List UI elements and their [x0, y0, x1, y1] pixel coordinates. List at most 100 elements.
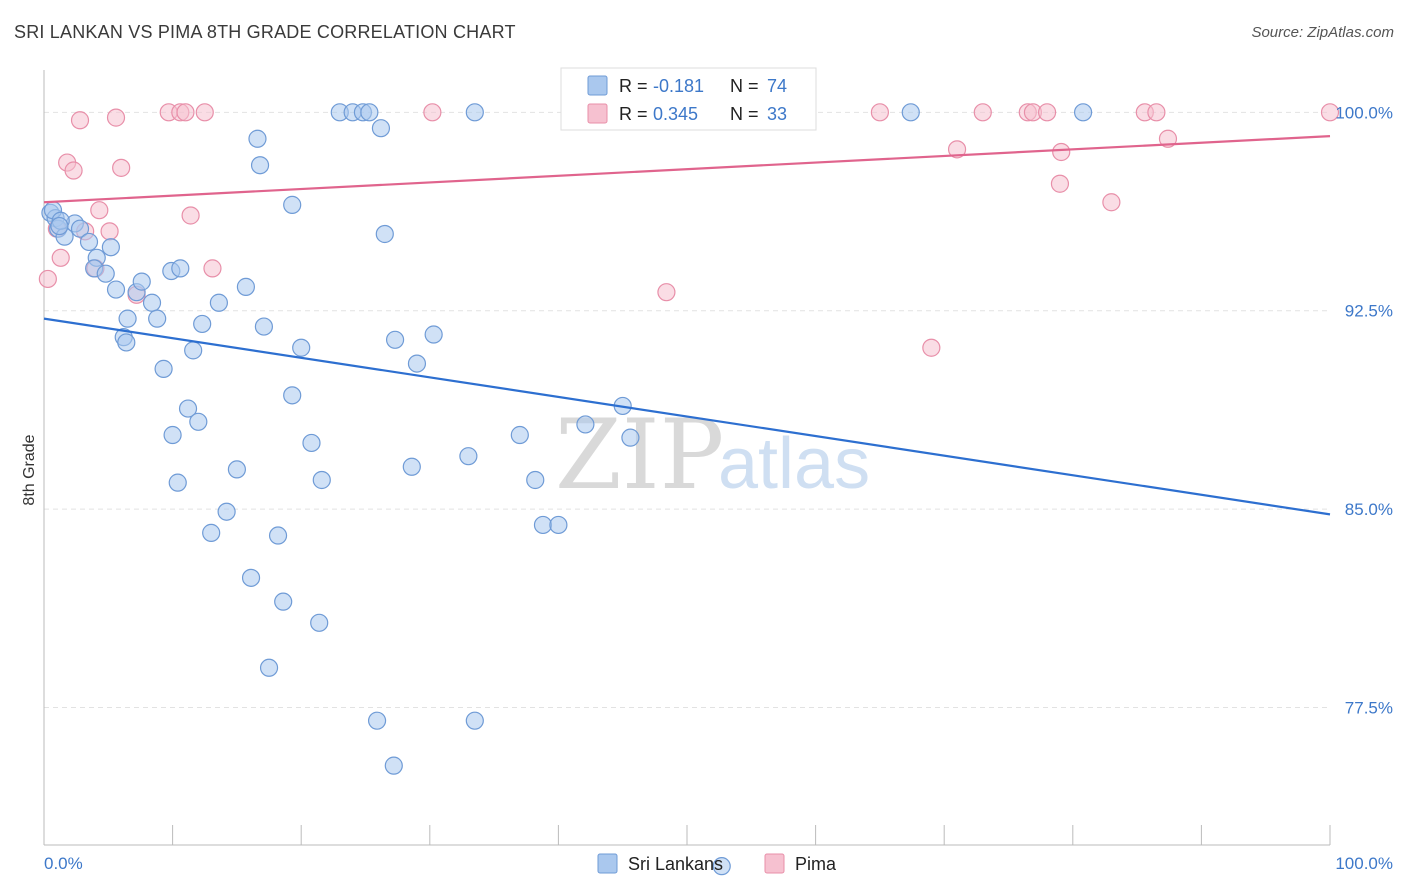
data-point	[203, 259, 222, 278]
data-point	[178, 399, 198, 418]
data-point	[148, 309, 167, 328]
data-point	[402, 457, 421, 476]
data-point	[112, 158, 131, 177]
data-point	[142, 293, 162, 312]
x-tick-labels: 0.0% 100.0%	[44, 854, 1393, 873]
y-tick-label: 100.0%	[1335, 103, 1393, 122]
data-point	[106, 280, 126, 299]
data-point	[117, 333, 136, 352]
series-legend: Sri Lankans Pima	[597, 853, 837, 874]
watermark: ZIP atlas	[555, 399, 870, 511]
data-point	[302, 433, 321, 453]
x-tick-label: 100.0%	[1335, 854, 1393, 873]
data-point	[367, 711, 387, 730]
data-point	[283, 195, 302, 214]
stats-legend: R = -0.181 N = 74 R = 0.345 N = 33	[560, 67, 817, 131]
data-point	[310, 613, 329, 632]
data-point	[274, 592, 293, 611]
y-tick-labels: 77.5% 85.0% 92.5% 100.0%	[1335, 103, 1393, 717]
data-point	[181, 206, 200, 225]
sri-lankans-points	[41, 103, 1093, 876]
data-point	[384, 756, 403, 775]
data-point	[259, 658, 279, 677]
trend-lines	[43, 135, 1331, 516]
data-point	[171, 259, 190, 278]
y-tick-label: 85.0%	[1345, 500, 1393, 519]
data-point	[459, 447, 478, 466]
chart-title: SRI LANKAN VS PIMA 8TH GRADE CORRELATION…	[14, 22, 516, 42]
legend-r-value: -0.181	[653, 76, 704, 96]
data-point	[385, 330, 405, 349]
data-point	[292, 338, 311, 357]
data-point	[549, 515, 568, 535]
data-point	[100, 222, 119, 241]
data-point	[312, 470, 331, 490]
data-point	[101, 238, 120, 257]
data-point	[132, 272, 151, 291]
data-point	[106, 108, 126, 127]
data-point	[465, 103, 484, 122]
data-point	[96, 264, 115, 283]
data-point	[533, 515, 553, 535]
data-point	[947, 140, 967, 159]
legend-swatch-pima	[764, 853, 785, 874]
data-point	[254, 317, 274, 336]
data-point	[227, 460, 246, 479]
watermark-atlas: atlas	[718, 424, 870, 504]
data-point	[1073, 103, 1093, 122]
data-point	[621, 428, 640, 447]
legend-n-value: 74	[767, 76, 787, 96]
data-point	[248, 129, 267, 148]
data-point	[184, 341, 203, 360]
legend-label-sri-lankans: Sri Lankans	[628, 854, 723, 874]
y-tick-label: 92.5%	[1345, 302, 1393, 321]
data-point	[1037, 103, 1057, 122]
data-point	[202, 523, 221, 542]
data-point	[250, 156, 270, 175]
data-point	[168, 473, 187, 492]
data-point	[176, 103, 195, 122]
data-point	[407, 354, 427, 373]
data-point	[189, 412, 208, 431]
x-tick-label: 0.0%	[44, 854, 83, 873]
legend-r-value: 0.345	[653, 104, 698, 124]
data-point	[118, 309, 137, 328]
data-point	[195, 103, 214, 122]
legend-n-value: 33	[767, 104, 787, 124]
data-point	[79, 232, 99, 252]
data-point	[154, 359, 173, 378]
data-point	[510, 425, 529, 445]
source-credit: Source: ZipAtlas.com	[1251, 24, 1394, 41]
legend-r-label: R =	[619, 104, 648, 124]
data-point	[64, 161, 83, 180]
data-point	[50, 216, 69, 236]
y-tick-label: 77.5%	[1345, 698, 1393, 717]
legend-label-pima: Pima	[795, 854, 837, 874]
watermark-zip: ZIP	[555, 399, 724, 511]
data-point	[526, 470, 545, 490]
data-point	[1147, 103, 1166, 122]
legend-r-label: R =	[619, 76, 648, 96]
data-point	[70, 219, 90, 238]
data-point	[360, 103, 379, 122]
data-point	[465, 711, 484, 730]
trend-line-sri-lankans	[43, 317, 1331, 516]
data-point	[371, 119, 391, 138]
data-point	[901, 103, 920, 122]
data-point	[1050, 174, 1070, 193]
data-point	[870, 103, 890, 122]
legend-swatch-sri-lankans	[597, 853, 618, 874]
data-point	[1158, 129, 1178, 148]
data-point	[283, 386, 302, 405]
data-point	[423, 103, 442, 122]
pima-points	[38, 103, 1340, 357]
data-point	[922, 338, 941, 357]
data-point	[973, 103, 992, 122]
data-point	[375, 224, 394, 244]
data-point	[90, 201, 109, 220]
data-point	[576, 415, 595, 434]
y-axis-label: 8th Grade	[21, 434, 38, 505]
data-point	[1320, 103, 1340, 122]
legend-swatch-pink	[587, 103, 608, 124]
